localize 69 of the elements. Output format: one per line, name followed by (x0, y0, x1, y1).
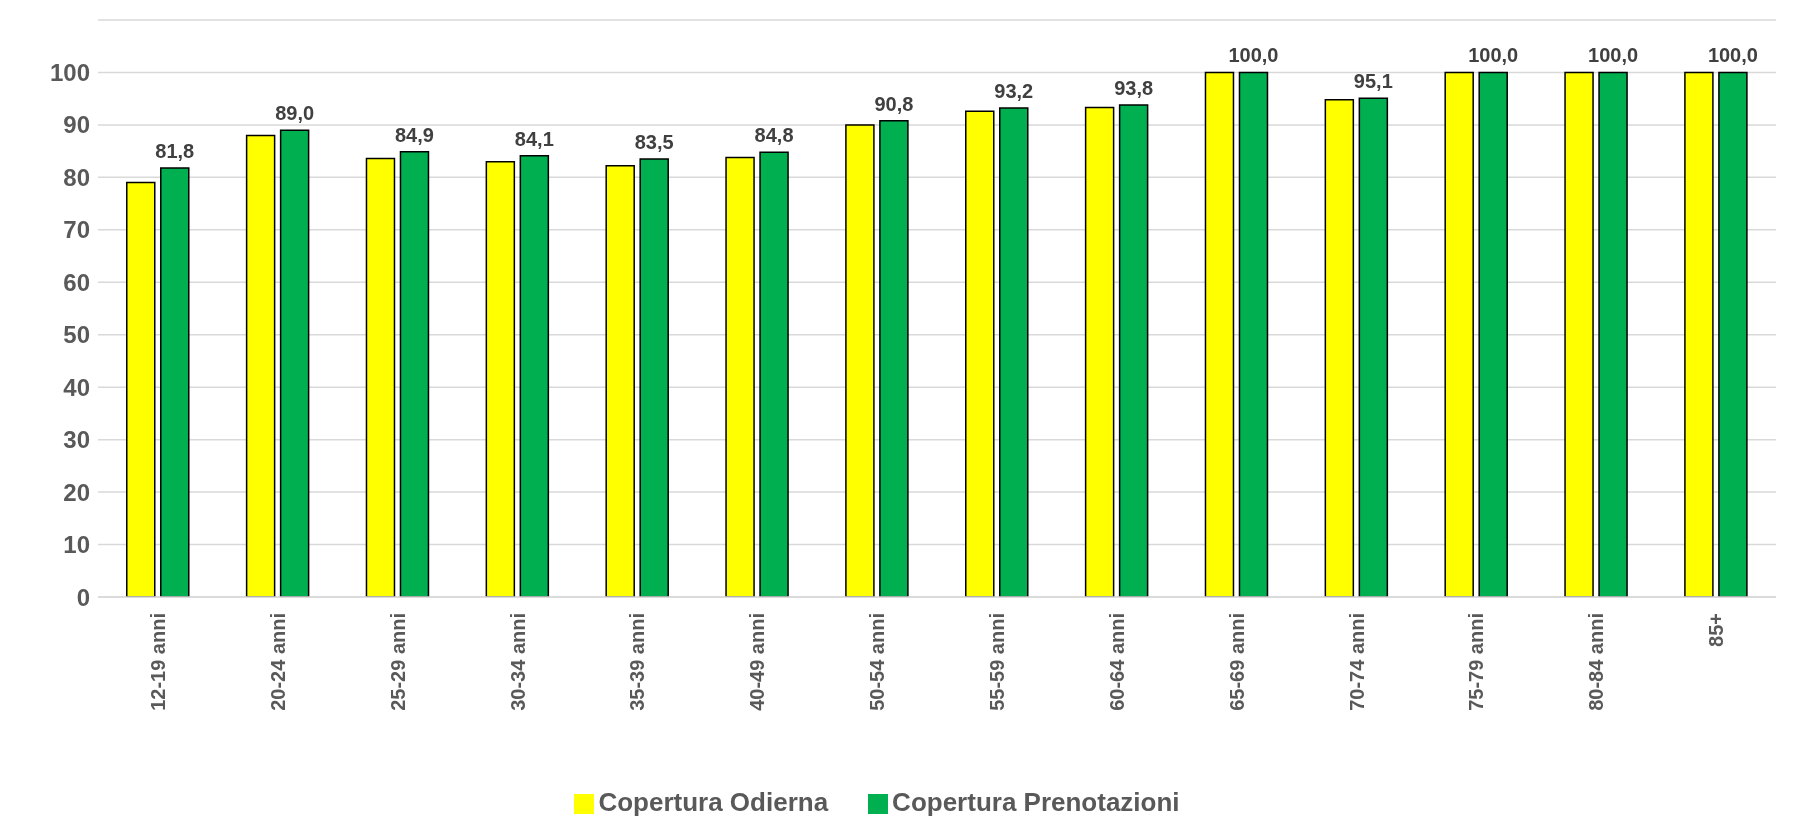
x-tick-label: 40-49 anni (746, 613, 769, 711)
data-label: 100,0 (1468, 44, 1519, 67)
x-tick-label: 70-74 anni (1345, 613, 1368, 711)
y-tick-label: 40 (63, 373, 90, 401)
data-label: 95,1 (1353, 70, 1393, 93)
y-tick-label: 60 (63, 268, 90, 296)
data-label: 90,8 (874, 92, 914, 115)
bar (725, 156, 755, 597)
legend-label: Copertura Odierna (598, 787, 829, 817)
data-label: 100,0 (1707, 44, 1758, 67)
y-tick-label: 70 (63, 216, 90, 244)
x-tick-label: 60-64 anni (1105, 613, 1128, 711)
bar (279, 129, 310, 597)
x-tick-label: 20-24 anni (266, 613, 289, 711)
x-tick-label: 55-59 anni (985, 613, 1008, 711)
x-tick-label: 12-19 anni (146, 613, 169, 711)
bar (365, 157, 396, 597)
bar (485, 160, 516, 597)
x-tick-label: 35-39 anni (626, 613, 649, 711)
bar (1684, 71, 1714, 597)
x-tick-label: 75-79 anni (1465, 613, 1488, 711)
y-tick-label: 50 (63, 321, 90, 349)
bar (1478, 71, 1508, 597)
bar (1444, 71, 1474, 597)
data-label: 93,8 (1114, 76, 1154, 99)
bar (879, 119, 909, 597)
legend-label: Copertura Prenotazioni (892, 787, 1180, 817)
bar (1238, 71, 1269, 597)
bar (759, 151, 789, 597)
data-label: 93,2 (994, 80, 1034, 103)
data-label: 100,0 (1228, 44, 1279, 67)
bar (1084, 106, 1115, 597)
bar (399, 150, 430, 597)
bar (1358, 97, 1389, 597)
bar (1718, 71, 1748, 597)
y-tick-label: 10 (63, 531, 90, 559)
data-label: 84,1 (514, 127, 554, 150)
data-label: 100,0 (1588, 44, 1639, 67)
data-label: 84,8 (754, 124, 794, 147)
x-tick-label: 25-29 anni (386, 613, 409, 711)
bar (1564, 71, 1594, 597)
bar (126, 181, 156, 597)
y-tick-label: 0 (76, 583, 90, 611)
y-tick-label: 90 (63, 111, 90, 139)
y-tick-label: 30 (63, 426, 90, 454)
bar (1204, 71, 1235, 597)
y-tick-label: 80 (63, 163, 90, 191)
data-label: 81,8 (155, 139, 195, 162)
bar (160, 167, 190, 597)
bar (1598, 71, 1628, 597)
x-tick-label: 50-54 anni (866, 613, 889, 711)
y-tick-label: 20 (63, 478, 90, 506)
data-label: 89,0 (275, 102, 315, 125)
bar (1324, 98, 1355, 597)
data-label: 83,5 (634, 131, 674, 153)
y-tick-label: 100 (49, 58, 90, 86)
bar (639, 158, 669, 597)
bar (999, 107, 1029, 597)
x-tick-label: 30-34 anni (506, 613, 529, 711)
bar (845, 124, 875, 597)
x-tick-label: 85+ (1705, 613, 1728, 647)
x-tick-label: 65-69 anni (1225, 613, 1248, 711)
x-tick-label: 80-84 anni (1585, 613, 1608, 711)
bar (965, 110, 995, 597)
bar (245, 134, 276, 597)
bar (1118, 104, 1149, 597)
bar (519, 155, 550, 597)
bar (605, 165, 635, 597)
data-label: 84,9 (395, 123, 434, 146)
